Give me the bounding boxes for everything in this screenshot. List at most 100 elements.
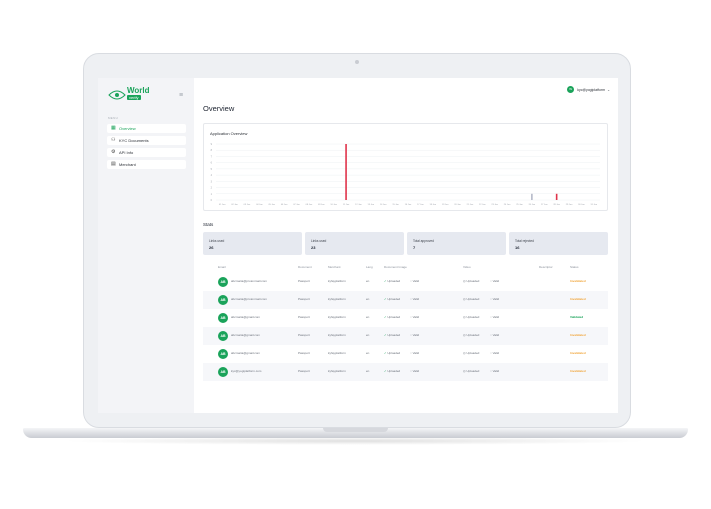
- shield-icon: ◌: [410, 369, 412, 373]
- shield-icon: ◌: [490, 351, 492, 355]
- grid-icon: ▦: [111, 125, 116, 131]
- cell-document: Passport: [298, 351, 310, 355]
- status-badge: Validated: [570, 315, 584, 319]
- menu-caption: MENU: [108, 116, 119, 120]
- x-tick-label: 17 Jan: [417, 204, 424, 206]
- x-tick-label: 31 Jan: [591, 204, 598, 206]
- doc-image-status: Uploaded: [387, 351, 401, 355]
- x-tick-label: 08 Jan: [306, 204, 313, 206]
- document-icon: ▤: [111, 161, 116, 167]
- cell-email: abcmaria@protonmail.com: [231, 297, 267, 301]
- page-title: Overview: [203, 104, 235, 113]
- sidebar-item-api-info[interactable]: ⚙ API Info: [107, 148, 186, 157]
- sidebar: World verify ≡ MENU ▦ Overview ⚇ KYC Doc…: [98, 78, 194, 413]
- x-tick-label: 12 Jan: [355, 204, 362, 206]
- stat-card-links-used: Links used 26: [203, 232, 302, 255]
- cell-video: ◎ Uploaded: [463, 279, 479, 283]
- doc-valid-status: Valid: [412, 315, 420, 319]
- cell-lang: en: [366, 333, 370, 337]
- video-valid-status: Valid: [492, 297, 500, 301]
- sidebar-item-label: KYC Documents: [119, 138, 149, 143]
- y-tick-label: 5: [211, 168, 213, 171]
- stat-value: 7: [413, 245, 416, 250]
- table-row[interactable]: AB abcmaria@protonmail.com Passport kyfaypl…: [203, 273, 608, 291]
- doc-valid-status: Valid: [412, 297, 420, 301]
- chart-bar[interactable]: [555, 193, 558, 200]
- cell-video-valid: ◌ Valid: [490, 351, 499, 355]
- x-tick-label: 27 Jan: [541, 204, 548, 206]
- cell-document: Passport: [298, 279, 310, 283]
- main-content: W kyc@yogiplatform ⌄ Overview Applicatio…: [194, 78, 618, 413]
- check-icon: ✓: [384, 369, 387, 373]
- users-icon: ⚇: [111, 137, 116, 143]
- table-row[interactable]: AB abcmaria@gmail.com Passport kyfayplatfor…: [203, 309, 608, 327]
- shield-icon: ◌: [410, 315, 412, 319]
- table-row[interactable]: AB abcmaria@gmail.com Passport kyfayplatfor…: [203, 345, 608, 363]
- cell-document: Passport: [298, 315, 310, 319]
- shield-icon: ◌: [410, 351, 412, 355]
- column-header-status: Status: [570, 265, 579, 269]
- sidebar-item-kyc-documents[interactable]: ⚇ KYC Documents: [107, 136, 186, 145]
- chart-bar[interactable]: [345, 144, 347, 200]
- status-badge: Invalidated: [570, 369, 586, 373]
- table-row[interactable]: AB abcmaria@gmail.com Passport kyfayplatfor…: [203, 327, 608, 345]
- table-row[interactable]: AB kyc@yogiplatform.com Passport kyfayplatf…: [203, 363, 608, 381]
- avatar: AB: [218, 295, 228, 305]
- logo: World verify: [108, 87, 156, 103]
- cell-video: ◎ Uploaded: [463, 369, 479, 373]
- video-valid-status: Valid: [492, 333, 500, 337]
- screen: World verify ≡ MENU ▦ Overview ⚇ KYC Doc…: [98, 78, 618, 413]
- video-valid-status: Valid: [492, 351, 500, 355]
- y-tick-label: 2: [211, 187, 213, 190]
- cell-lang: en: [366, 369, 370, 373]
- video-status: Uploaded: [466, 351, 480, 355]
- stat-label: Total approved: [413, 239, 434, 243]
- check-icon: ✓: [384, 333, 387, 337]
- stat-label: Total rejected: [515, 239, 534, 243]
- check-icon: ✓: [384, 279, 387, 283]
- cell-video: ◎ Uploaded: [463, 351, 479, 355]
- x-tick-label: 04 Jan: [256, 204, 263, 206]
- sidebar-item-merchant[interactable]: ▤ Merchant: [107, 160, 186, 169]
- shield-icon: ◌: [490, 297, 492, 301]
- chevron-down-icon: ⌄: [607, 87, 610, 92]
- status-badge: Invalidated: [570, 351, 586, 355]
- doc-image-status: Uploaded: [387, 315, 401, 319]
- video-icon: ◎: [463, 351, 466, 355]
- check-icon: ✓: [384, 297, 387, 301]
- y-tick-label: 4: [211, 174, 213, 177]
- sidebar-item-overview[interactable]: ▦ Overview: [107, 124, 186, 133]
- user-menu[interactable]: W kyc@yogiplatform ⌄: [567, 86, 610, 93]
- logo-name: World: [127, 86, 150, 95]
- cell-video: ◎ Uploaded: [463, 333, 479, 337]
- hamburger-icon[interactable]: ≡: [179, 92, 184, 99]
- gear-icon: ⚙: [111, 149, 116, 155]
- cell-document-valid: ◌ Valid: [410, 351, 419, 355]
- column-header-lang: Lang: [366, 265, 373, 269]
- chart-bar[interactable]: [531, 193, 533, 200]
- y-tick-label: 1: [211, 193, 213, 196]
- column-header-document: Document: [298, 265, 312, 269]
- camera-dot: [355, 60, 359, 64]
- x-tick-label: 05 Jan: [268, 204, 275, 206]
- x-tick-label: 13 Jan: [368, 204, 375, 206]
- cell-document-image: ✓ Uploaded: [384, 315, 400, 319]
- cell-document-image: ✓ Uploaded: [384, 351, 400, 355]
- x-tick-label: 25 Jan: [516, 204, 523, 206]
- eye-logo-icon: [108, 90, 126, 100]
- shield-icon: ◌: [490, 315, 492, 319]
- video-valid-status: Valid: [492, 315, 500, 319]
- cell-email: abcmaria@gmail.com: [231, 351, 261, 355]
- x-tick-label: 14 Jan: [380, 204, 387, 206]
- doc-valid-status: Valid: [412, 279, 420, 283]
- video-icon: ◎: [463, 369, 466, 373]
- cell-lang: en: [366, 297, 370, 301]
- logo-tagline: verify: [127, 95, 141, 100]
- video-status: Uploaded: [466, 369, 480, 373]
- x-tick-label: 22 Jan: [479, 204, 486, 206]
- video-status: Uploaded: [466, 333, 480, 337]
- check-icon: ✓: [384, 315, 387, 319]
- doc-image-status: Uploaded: [387, 297, 401, 301]
- table-row[interactable]: AB abcmaria@protonmail.com Passport kyfaypl…: [203, 291, 608, 309]
- x-tick-label: 24 Jan: [504, 204, 511, 206]
